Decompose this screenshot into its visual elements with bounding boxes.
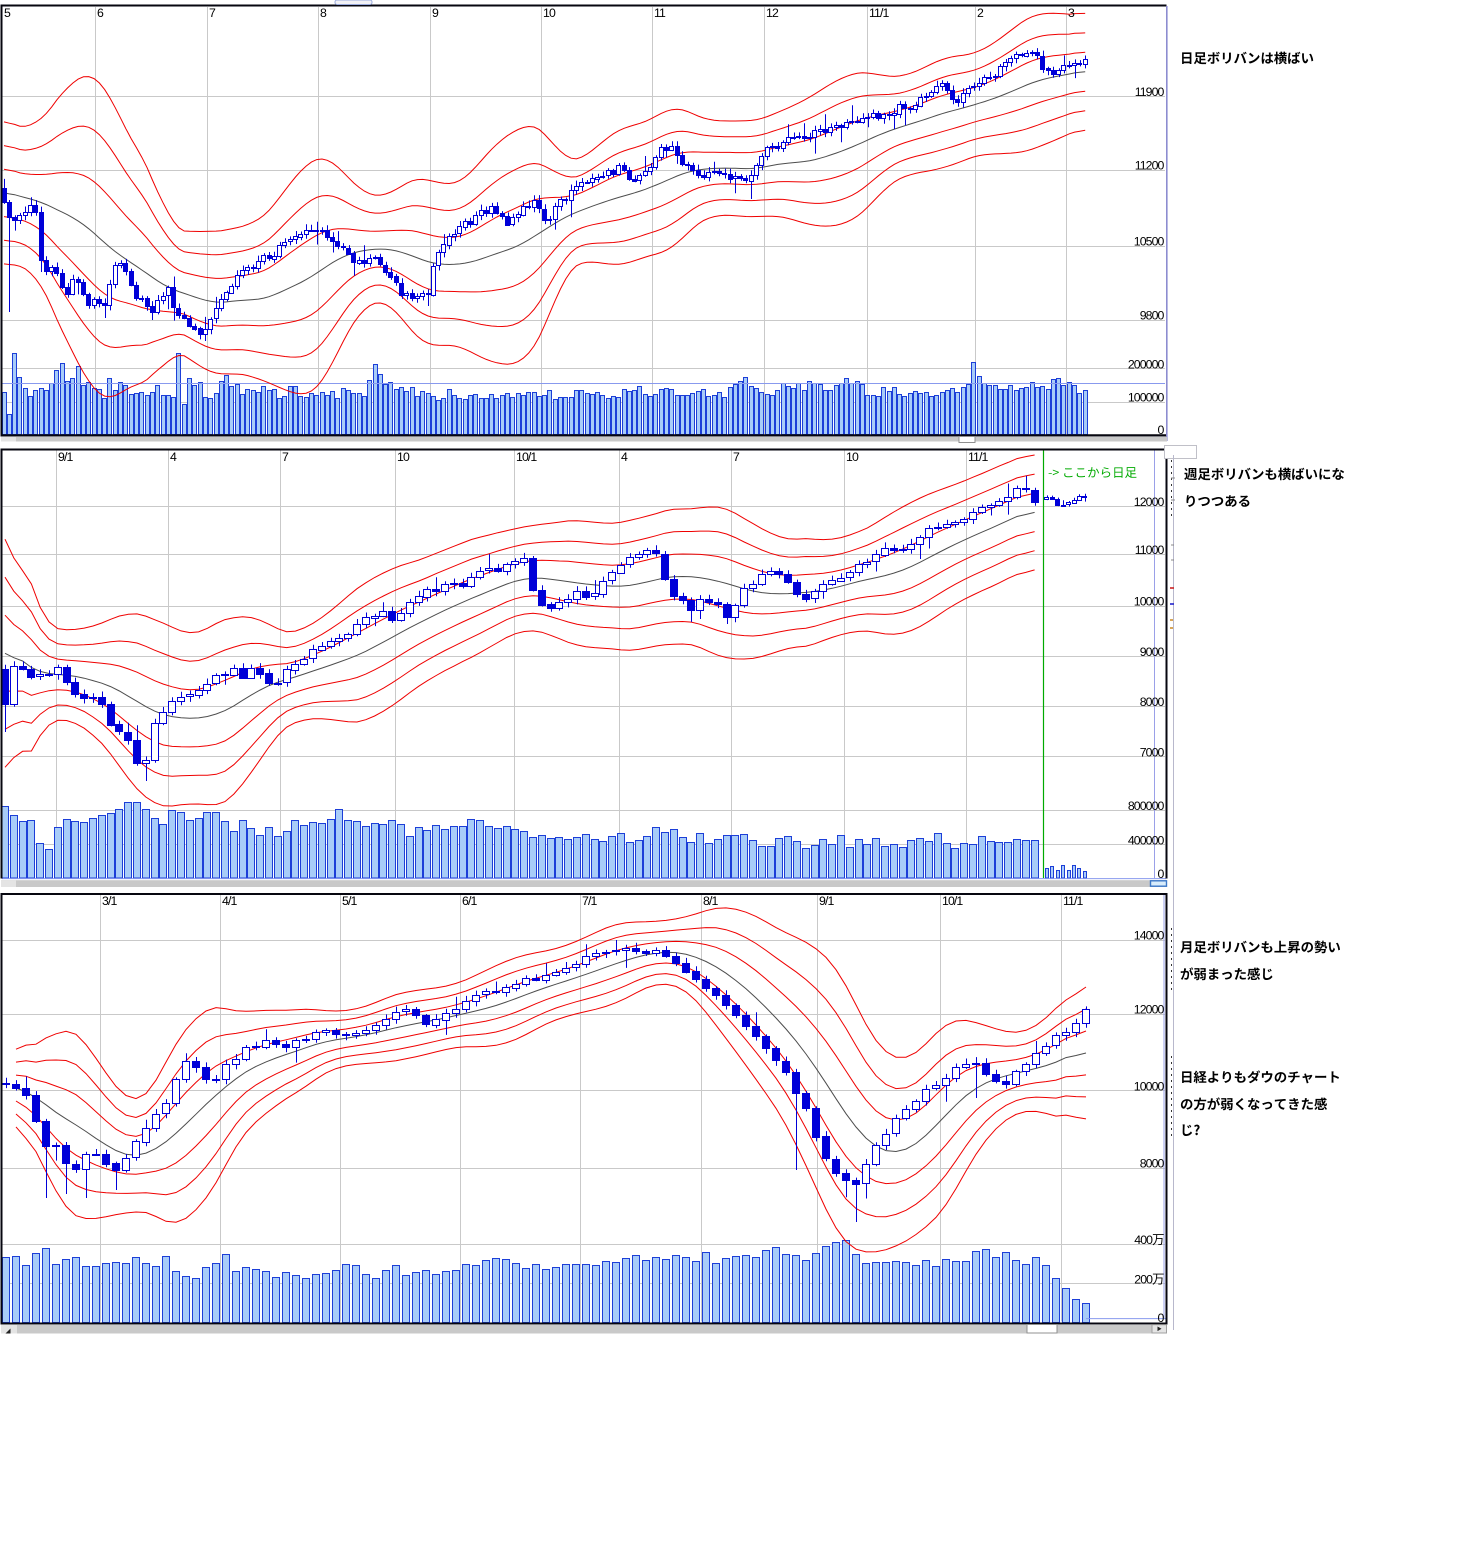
svg-text:10000: 10000 [1134, 595, 1165, 609]
svg-text:12000: 12000 [1134, 495, 1165, 509]
svg-text:14000: 14000 [1134, 929, 1165, 943]
svg-text:7: 7 [733, 450, 740, 464]
svg-text:5/1: 5/1 [342, 894, 357, 908]
svg-text:11000: 11000 [1135, 543, 1165, 557]
svg-text:9000: 9000 [1140, 645, 1165, 659]
svg-text:10/1: 10/1 [942, 894, 963, 908]
svg-text:11200: 11200 [1135, 159, 1165, 173]
svg-text:8000: 8000 [1140, 695, 1165, 709]
svg-text:100000: 100000 [1128, 391, 1165, 405]
svg-text:8: 8 [320, 6, 327, 20]
svg-text:11/1: 11/1 [1063, 894, 1083, 908]
svg-text:12000: 12000 [1134, 1003, 1165, 1017]
svg-text:800000: 800000 [1128, 799, 1165, 813]
svg-text:10: 10 [397, 450, 410, 464]
svg-text:5: 5 [4, 6, 11, 20]
svg-text:400万: 400万 [1134, 1233, 1164, 1247]
svg-text:11: 11 [654, 6, 666, 20]
svg-text:200000: 200000 [1128, 358, 1165, 372]
svg-text:10/1: 10/1 [516, 450, 537, 464]
svg-text:3/1: 3/1 [102, 894, 117, 908]
svg-text:9800: 9800 [1140, 309, 1165, 323]
svg-text:10: 10 [543, 6, 556, 20]
svg-text:10500: 10500 [1134, 235, 1165, 249]
svg-text:10000: 10000 [1134, 1080, 1165, 1094]
svg-text:6: 6 [97, 6, 104, 20]
svg-text:8000: 8000 [1140, 1157, 1165, 1171]
svg-text:7: 7 [282, 450, 289, 464]
svg-text:11/1: 11/1 [968, 450, 988, 464]
svg-text:0: 0 [1158, 1311, 1165, 1325]
svg-text:9/1: 9/1 [58, 450, 73, 464]
svg-text:6/1: 6/1 [462, 894, 477, 908]
svg-text:3: 3 [1068, 6, 1075, 20]
svg-text:9: 9 [432, 6, 439, 20]
svg-text:0: 0 [1158, 867, 1165, 881]
svg-text:0: 0 [1158, 423, 1165, 437]
svg-text:7: 7 [209, 6, 216, 20]
svg-text:400000: 400000 [1128, 833, 1165, 847]
svg-text:12: 12 [766, 6, 779, 20]
svg-text:2: 2 [977, 6, 984, 20]
svg-text:11/1: 11/1 [869, 6, 889, 20]
svg-text:9/1: 9/1 [819, 894, 834, 908]
svg-text:4: 4 [170, 450, 177, 464]
svg-text:7/1: 7/1 [582, 894, 597, 908]
svg-text:4: 4 [621, 450, 628, 464]
svg-text:8/1: 8/1 [703, 894, 718, 908]
svg-text:7000: 7000 [1140, 746, 1165, 760]
svg-text:11900: 11900 [1135, 85, 1165, 99]
svg-text:10: 10 [846, 450, 859, 464]
svg-text:4/1: 4/1 [222, 894, 237, 908]
svg-text:200万: 200万 [1134, 1272, 1164, 1286]
